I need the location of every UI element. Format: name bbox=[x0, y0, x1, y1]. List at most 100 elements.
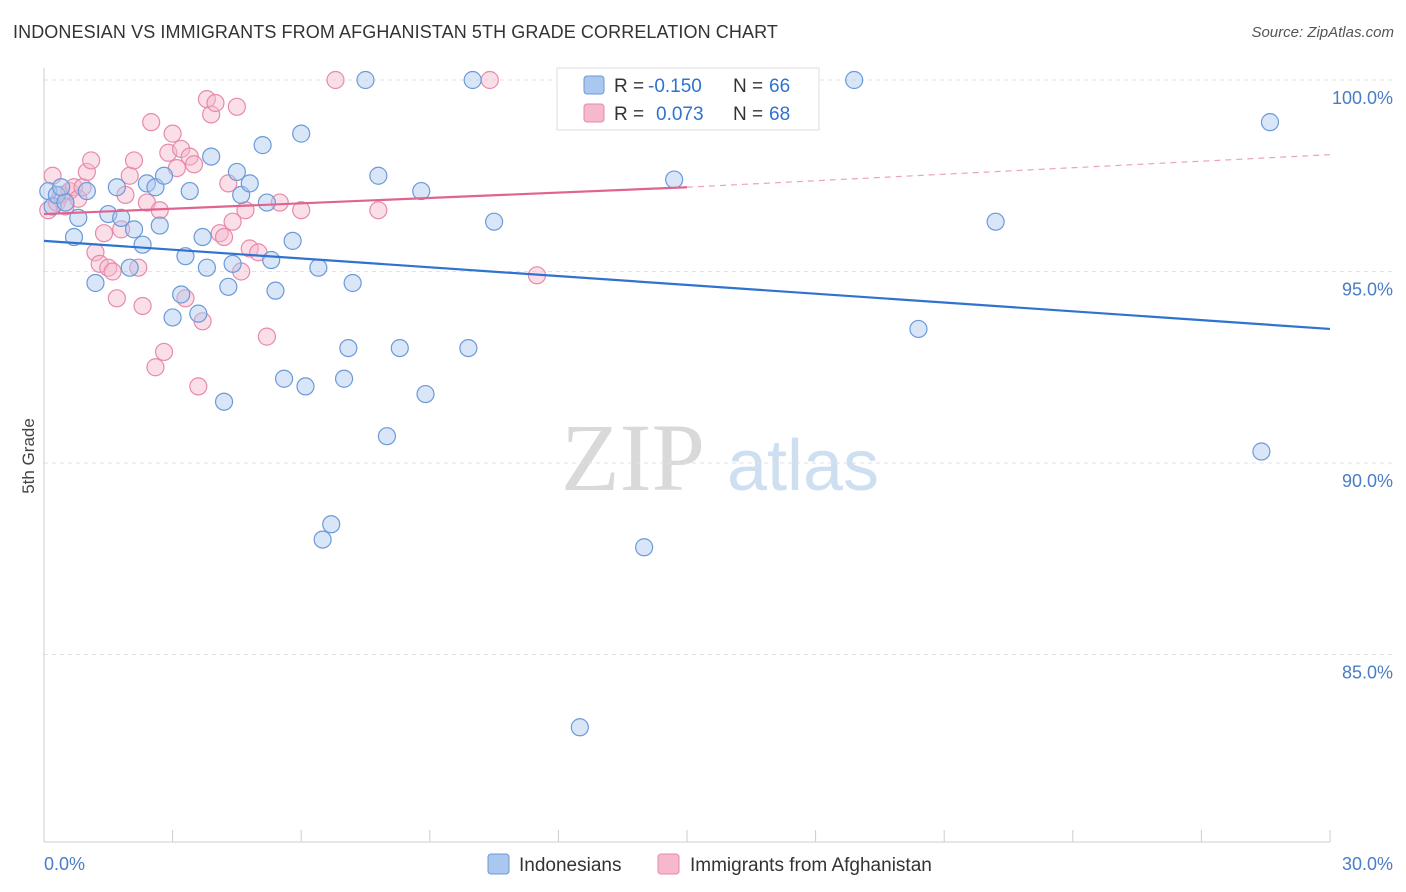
indonesians-point bbox=[339, 339, 358, 358]
afghanistan-point bbox=[202, 105, 221, 124]
chart-title: INDONESIAN VS IMMIGRANTS FROM AFGHANISTA… bbox=[13, 22, 778, 42]
indonesians-point bbox=[485, 212, 504, 231]
indonesians-point bbox=[64, 227, 84, 247]
y-tick-labels: 85.0% 90.0% 95.0% 100.0% bbox=[1332, 88, 1393, 683]
afghanistan-point bbox=[103, 262, 122, 281]
indonesians-point bbox=[845, 70, 864, 90]
x-tick-label-max: 30.0% bbox=[1342, 854, 1393, 874]
afghanistan-point bbox=[240, 239, 259, 258]
x-tick-label-min: 0.0% bbox=[44, 854, 85, 874]
legend-label-indonesians: Indonesians bbox=[519, 855, 621, 876]
indonesians-point bbox=[197, 258, 216, 277]
indonesians-point bbox=[416, 384, 435, 404]
indonesians-point bbox=[227, 162, 246, 182]
y-tick-label: 100.0% bbox=[1332, 88, 1393, 108]
afghanistan-point bbox=[206, 93, 225, 113]
indonesians-point bbox=[262, 250, 281, 270]
legend-swatch-afghanistan bbox=[657, 853, 680, 875]
indonesians-point bbox=[219, 277, 238, 296]
afghanistan-point bbox=[154, 342, 174, 362]
afghanistan-point bbox=[227, 97, 246, 116]
afghanistan-point bbox=[184, 155, 204, 174]
afghanistan-point bbox=[236, 201, 255, 220]
indonesians-point bbox=[163, 308, 182, 327]
indonesians-point bbox=[274, 369, 294, 388]
series-afghanistan-points bbox=[39, 70, 547, 396]
indonesians-point bbox=[77, 181, 96, 201]
indonesians-point bbox=[463, 70, 482, 90]
afghanistan-point bbox=[292, 201, 311, 220]
indonesians-point bbox=[257, 193, 277, 212]
indonesians-point bbox=[322, 515, 341, 534]
indonesians-point bbox=[107, 178, 126, 197]
indonesians-point bbox=[412, 181, 431, 201]
afghanistan-point bbox=[369, 201, 388, 220]
x-axis-ticks bbox=[43, 830, 1331, 842]
y-tick-label: 85.0% bbox=[1342, 663, 1393, 683]
indonesians-point bbox=[172, 285, 191, 304]
indonesians-point bbox=[369, 166, 388, 185]
indonesians-point bbox=[133, 235, 152, 254]
indonesians-point bbox=[377, 427, 397, 446]
legend-r-value-pink: 0.073 bbox=[656, 104, 704, 125]
trend-lines bbox=[43, 154, 1331, 331]
afghanistan-point bbox=[480, 70, 499, 90]
indonesians-point bbox=[193, 227, 212, 247]
indonesians-point bbox=[334, 369, 354, 388]
indonesians-point bbox=[120, 258, 139, 277]
afghanistan-point bbox=[257, 327, 277, 346]
indonesians-point bbox=[1260, 113, 1280, 132]
indonesians-point bbox=[570, 718, 589, 737]
indonesians-point bbox=[86, 273, 105, 293]
indonesians-point bbox=[292, 124, 311, 143]
legend-n-value-pink: 68 bbox=[769, 104, 790, 125]
indonesians-point bbox=[180, 181, 199, 201]
afghanistan-point bbox=[77, 162, 96, 182]
afghanistan-point bbox=[124, 151, 144, 170]
indonesians-point bbox=[124, 220, 144, 239]
legend-n-value-blue: 66 bbox=[769, 76, 790, 97]
correlation-legend: R = -0.150 N = 66 R = 0.073 N = 68 bbox=[556, 67, 820, 131]
indonesians-point bbox=[52, 178, 71, 197]
indonesians-point bbox=[214, 392, 234, 411]
indonesians-point bbox=[154, 166, 174, 185]
indonesians-point bbox=[202, 147, 221, 166]
indonesians-point bbox=[240, 174, 259, 193]
indonesians-point bbox=[137, 174, 156, 193]
indonesians-point bbox=[189, 304, 208, 323]
y-axis-label: 5th Grade bbox=[19, 418, 38, 494]
indonesians-trend-line bbox=[43, 239, 1331, 331]
legend-label-afghanistan: Immigrants from Afghanistan bbox=[690, 855, 932, 876]
gridlines bbox=[44, 79, 1393, 655]
indonesians-point bbox=[309, 258, 328, 277]
afghanistan-point bbox=[94, 224, 114, 243]
legend-r-label-pink: R = bbox=[614, 104, 644, 125]
indonesians-point bbox=[459, 339, 478, 358]
afghanistan-point bbox=[189, 377, 208, 396]
afghanistan-trend-extension bbox=[686, 154, 1331, 188]
afghanistan-point bbox=[163, 124, 182, 143]
series-legend: Indonesians Immigrants from Afghanistan bbox=[487, 853, 932, 876]
indonesians-point bbox=[150, 216, 169, 235]
indonesians-point bbox=[266, 281, 285, 300]
watermark-atlas: atlas bbox=[727, 426, 879, 506]
afghanistan-trend-line bbox=[43, 186, 688, 216]
afghanistan-point bbox=[326, 70, 345, 90]
afghanistan-point bbox=[142, 113, 161, 132]
indonesians-point bbox=[56, 193, 75, 212]
indonesians-point bbox=[909, 319, 928, 339]
legend-swatch-indonesians bbox=[487, 853, 510, 875]
indonesians-point bbox=[356, 70, 375, 90]
source-label: Source: ZipAtlas.com bbox=[1251, 24, 1394, 41]
afghanistan-point bbox=[214, 227, 234, 247]
indonesians-point bbox=[313, 530, 332, 549]
legend-swatch-pink bbox=[583, 103, 605, 123]
legend-r-label-blue: R = bbox=[614, 76, 644, 97]
indonesians-point bbox=[283, 231, 302, 250]
indonesians-point bbox=[665, 170, 684, 189]
legend-n-label-pink: N = bbox=[733, 104, 763, 125]
legend-r-value-blue: -0.150 bbox=[648, 76, 702, 97]
indonesians-point bbox=[635, 538, 654, 557]
indonesians-point bbox=[296, 377, 315, 396]
